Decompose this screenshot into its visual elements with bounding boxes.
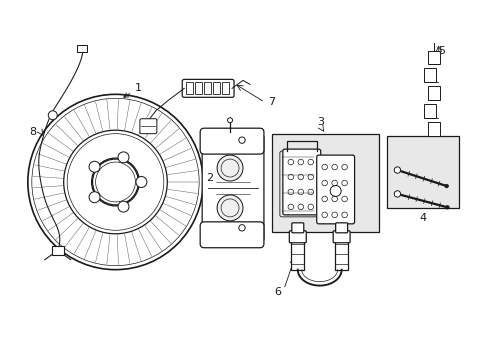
Circle shape (217, 155, 243, 181)
Text: 7: 7 (268, 97, 275, 107)
FancyBboxPatch shape (140, 119, 157, 134)
Circle shape (92, 159, 138, 205)
Text: 5: 5 (437, 45, 444, 55)
Bar (334, 238, 347, 270)
Text: 3: 3 (317, 117, 324, 127)
Circle shape (217, 195, 243, 221)
Circle shape (445, 206, 448, 209)
Circle shape (118, 201, 129, 212)
Circle shape (393, 191, 400, 197)
Polygon shape (424, 68, 435, 82)
Polygon shape (424, 104, 435, 118)
FancyBboxPatch shape (332, 231, 349, 243)
Bar (222, 82, 228, 94)
Bar (77, 45, 86, 53)
FancyBboxPatch shape (279, 151, 317, 217)
Bar (52, 246, 63, 255)
Text: 1: 1 (123, 84, 142, 97)
FancyBboxPatch shape (335, 223, 347, 233)
FancyBboxPatch shape (200, 128, 264, 154)
Bar (271, 134, 379, 232)
Bar (213, 82, 220, 94)
FancyBboxPatch shape (316, 155, 354, 224)
Circle shape (238, 225, 244, 231)
Circle shape (67, 134, 163, 230)
FancyBboxPatch shape (282, 149, 320, 215)
Bar (203, 82, 211, 94)
Circle shape (227, 118, 232, 123)
Polygon shape (427, 86, 439, 100)
Circle shape (48, 111, 57, 120)
Text: 2: 2 (206, 173, 213, 183)
Text: 6: 6 (274, 287, 281, 297)
Text: 4: 4 (419, 213, 426, 223)
Circle shape (238, 137, 244, 143)
Circle shape (89, 192, 100, 203)
Polygon shape (427, 122, 439, 136)
Bar (291, 238, 304, 270)
Text: 8: 8 (29, 127, 36, 137)
Bar (386, 136, 458, 208)
FancyBboxPatch shape (200, 222, 264, 248)
FancyBboxPatch shape (202, 132, 264, 244)
Polygon shape (427, 50, 439, 64)
Bar (195, 82, 202, 94)
FancyBboxPatch shape (291, 223, 303, 233)
Bar (186, 82, 193, 94)
Circle shape (444, 184, 447, 188)
Circle shape (118, 152, 129, 163)
FancyBboxPatch shape (289, 231, 305, 243)
Circle shape (393, 167, 400, 173)
Circle shape (136, 176, 146, 188)
Circle shape (89, 161, 100, 172)
